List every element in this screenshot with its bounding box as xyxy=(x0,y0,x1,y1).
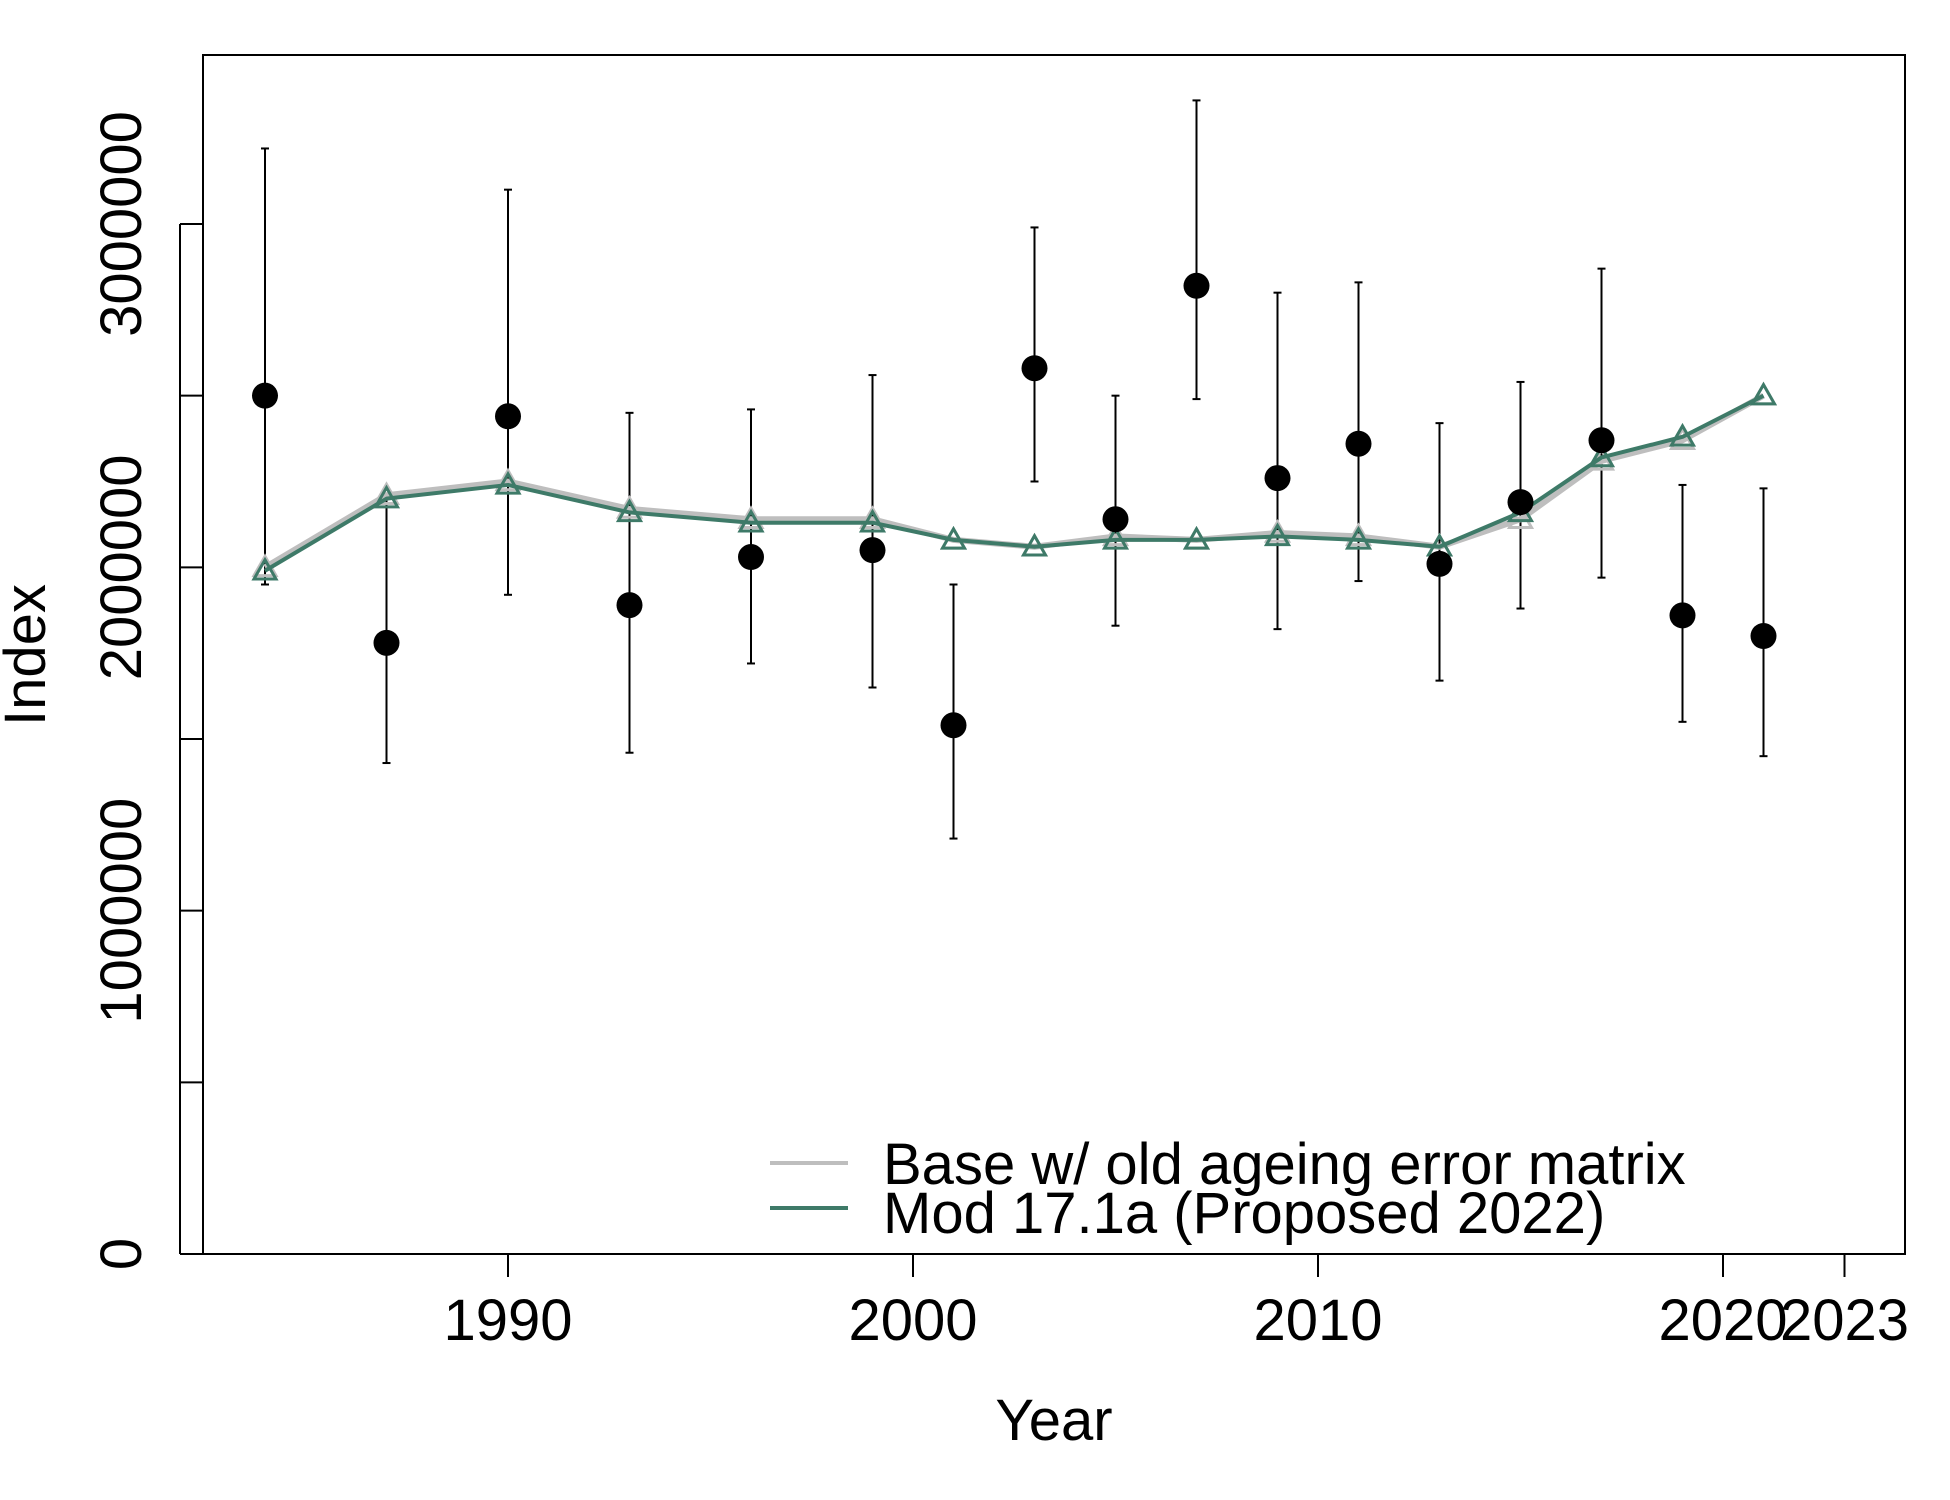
series-marker-0 xyxy=(1263,518,1292,543)
y-tick-label: 1000000 xyxy=(89,798,154,1024)
series-marker-1 xyxy=(494,470,522,495)
observed-point xyxy=(1183,272,1210,299)
series-marker-1 xyxy=(251,556,279,581)
observed-point xyxy=(859,537,886,564)
observed-point xyxy=(495,403,521,430)
observed-point xyxy=(1426,550,1453,577)
observed-point xyxy=(373,629,400,656)
x-axis-label: Year xyxy=(995,1388,1112,1453)
observed-point xyxy=(1507,489,1534,516)
series-marker-1 xyxy=(1182,525,1211,550)
legend-label-base: Base w/ old ageing error matrix xyxy=(883,1132,1686,1197)
observed-point xyxy=(738,544,764,571)
series-marker-1 xyxy=(1749,381,1778,406)
series-marker-0 xyxy=(737,505,765,530)
y-axis-label: Index xyxy=(0,584,58,726)
series-line-0 xyxy=(263,393,1765,570)
legend-label-mod: Mod 17.1a (Proposed 2022) xyxy=(883,1181,1605,1246)
series-marker-0 xyxy=(1101,522,1130,547)
observed-points xyxy=(252,272,1777,739)
observed-point xyxy=(1021,355,1048,382)
series-marker-1 xyxy=(939,525,968,550)
observed-point xyxy=(940,712,967,739)
series-line-1 xyxy=(263,393,1765,573)
series-marker-1 xyxy=(372,484,401,509)
series-marker-1 xyxy=(1020,532,1049,557)
observed-point xyxy=(616,592,643,619)
x-tick-label: 1990 xyxy=(443,1288,572,1353)
legend: Base w/ old ageing error matrix Mod 17.1… xyxy=(770,1132,1686,1246)
series-marker-0 xyxy=(858,505,887,530)
series-marker-1 xyxy=(1344,525,1373,550)
x-tick-label: 2020 xyxy=(1658,1288,1787,1353)
observed-point xyxy=(1102,506,1129,533)
series-marker-1 xyxy=(1101,525,1130,550)
observed-point xyxy=(1669,602,1696,629)
y-tick-label: 3000000 xyxy=(89,111,154,337)
observed-point xyxy=(1750,623,1777,649)
series-marker-1 xyxy=(615,498,644,523)
observed-point xyxy=(252,382,278,409)
observed-error-bars xyxy=(261,99,1768,840)
series-marker-1 xyxy=(1587,443,1616,468)
series-marker-0 xyxy=(372,481,401,505)
series-marker-0 xyxy=(494,467,522,492)
y-axis: 0 1000000 2000000 3000000 xyxy=(89,111,203,1270)
observed-point xyxy=(1345,430,1372,457)
series-marker-1 xyxy=(858,508,887,533)
x-tick-label: 2023 xyxy=(1780,1288,1909,1353)
x-tick-label: 2010 xyxy=(1253,1288,1382,1353)
series-marker-1 xyxy=(1668,422,1697,447)
series-marker-1 xyxy=(737,508,765,533)
series-marker-0 xyxy=(1506,505,1535,530)
series-marker-0 xyxy=(615,494,644,519)
y-tick-label: 0 xyxy=(89,1238,154,1270)
y-tick-label: 2000000 xyxy=(89,454,154,680)
plot-frame xyxy=(202,54,1906,1255)
x-tick-label: 2000 xyxy=(848,1288,977,1353)
observed-point xyxy=(1588,427,1615,454)
series-lines xyxy=(251,381,1778,581)
series-marker-1 xyxy=(1263,522,1292,547)
series-marker-0 xyxy=(1344,522,1373,547)
observed-point xyxy=(1264,465,1291,492)
